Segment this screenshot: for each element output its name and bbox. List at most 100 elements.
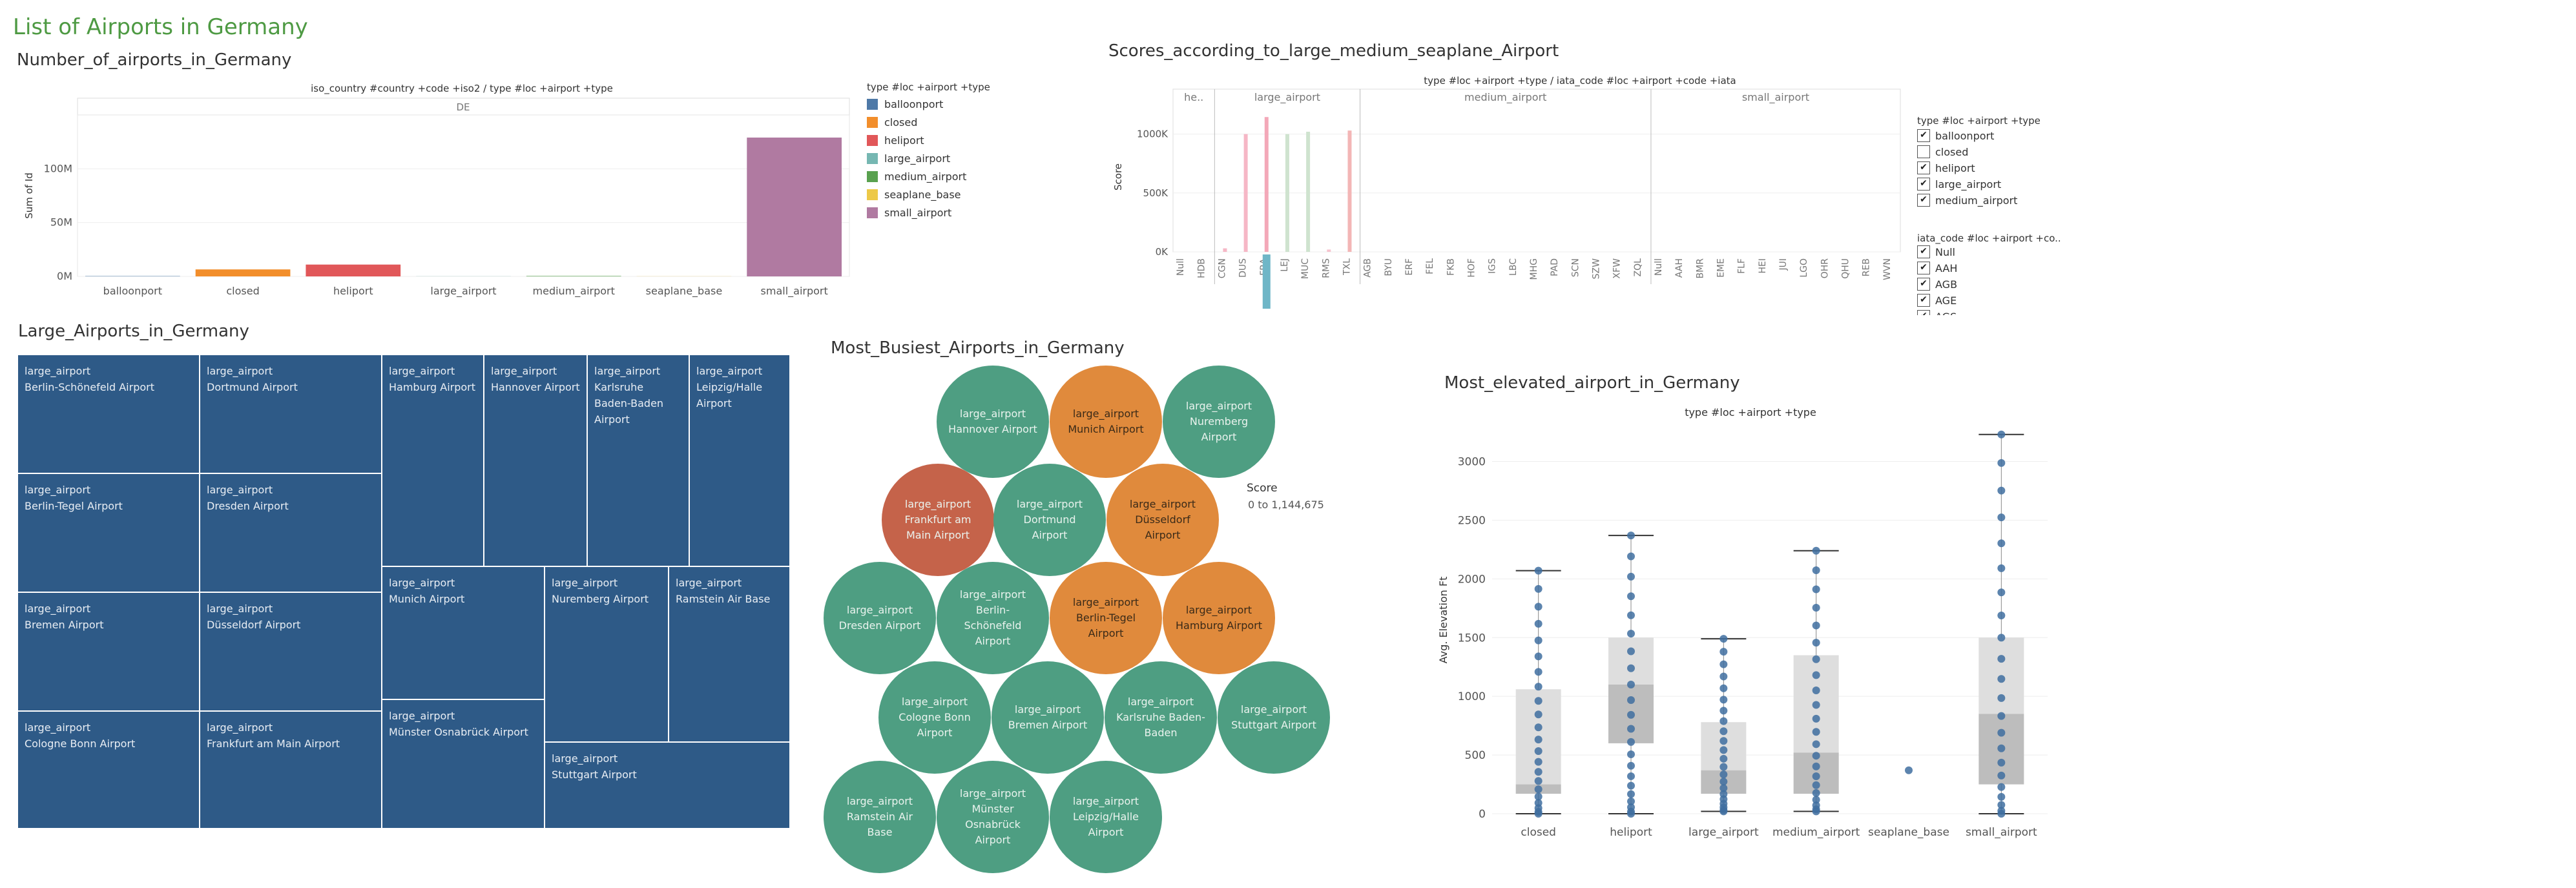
- treemap-cell-bremen-airport[interactable]: large_airport Bremen Airport: [18, 593, 200, 712]
- data-point: [1719, 778, 1728, 786]
- y-tick-label: 2000: [1458, 573, 1486, 586]
- treemap-cell-munich-airport[interactable]: large_airport Munich Airport: [382, 567, 545, 700]
- legend-item-heliport[interactable]: heliport: [867, 134, 924, 147]
- data-point: [1997, 513, 2006, 522]
- group-label-small-airport: small_airport: [1742, 91, 1809, 104]
- filter-item-age[interactable]: ✔ AGE: [1917, 294, 1957, 307]
- treemap-cell-hannover-airport[interactable]: large_airport Hannover Airport: [484, 355, 588, 567]
- bubble-m-nster-osnabr-ck-airport[interactable]: large_airport Münster Osnabrück Airport: [937, 761, 1049, 873]
- checkbox[interactable]: ✔: [1917, 278, 1930, 291]
- legend-item-seaplane-base[interactable]: seaplane_base: [867, 189, 961, 201]
- checkbox[interactable]: ✔: [1917, 294, 1930, 307]
- treemap-airport-label: Bremen Airport: [25, 619, 104, 631]
- scores-chart[interactable]: type #loc +airport +type / iata_code #lo…: [1108, 67, 1909, 313]
- bubble-munich-airport[interactable]: large_airport Munich Airport: [1050, 366, 1162, 478]
- checkbox[interactable]: ✔: [1917, 262, 1930, 274]
- treemap-cell-ramstein-air-base[interactable]: large_airport Ramstein Air Base: [669, 567, 791, 743]
- bubble-leipzig-halle-airport[interactable]: large_airport Leipzig/Halle Airport: [1050, 761, 1162, 873]
- data-point: [1997, 807, 2006, 815]
- treemap-cell-berlin-tegel-airport[interactable]: large_airport Berlin-Tegel Airport: [18, 474, 200, 593]
- filter-item-balloonport[interactable]: ✔ balloonport: [1917, 129, 1994, 142]
- filter-item-large-airport[interactable]: ✔ large_airport: [1917, 178, 2001, 191]
- elevation-box-plot[interactable]: type #loc +airport +type 0 500 1000 1500 2000…: [1428, 400, 2073, 865]
- treemap-cell-cologne-bonn-airport[interactable]: large_airport Cologne Bonn Airport: [18, 712, 200, 829]
- data-point: [1812, 639, 1820, 647]
- data-point: [1627, 738, 1635, 746]
- treemap-airport-label: Dortmund Airport: [207, 381, 298, 393]
- elevation-title: Most_elevated_airport_in_Germany: [1444, 373, 1740, 393]
- treemap-cell-berlin-sch-nefeld-airport[interactable]: large_airport Berlin-Schönefeld Airport: [18, 355, 200, 474]
- bubble-hamburg-airport[interactable]: large_airport Hamburg Airport: [1163, 562, 1275, 674]
- legend-item-medium-airport[interactable]: medium_airport: [867, 170, 966, 183]
- bubble-airport-label: Münster Osnabrück Airport: [965, 803, 1021, 846]
- legend-item-small-airport[interactable]: small_airport: [867, 207, 951, 219]
- treemap-cell-d-sseldorf-airport[interactable]: large_airport Düsseldorf Airport: [200, 593, 382, 712]
- checkbox[interactable]: ✔: [1917, 161, 1930, 174]
- score-bar-lej: [1285, 134, 1289, 252]
- treemap-cell-dortmund-airport[interactable]: large_airport Dortmund Airport: [200, 355, 382, 474]
- legend-item-closed[interactable]: closed: [867, 116, 917, 129]
- bubble-airport-label: Leipzig/Halle Airport: [1072, 811, 1139, 838]
- checkbox[interactable]: ✔: [1917, 245, 1930, 258]
- treemap-cell-frankfurt-am-main-airport[interactable]: large_airport Frankfurt am Main Airport: [200, 712, 382, 829]
- filter-label: AAH: [1935, 262, 1958, 274]
- checkbox[interactable]: [1917, 145, 1930, 158]
- legend-item-large-airport[interactable]: large_airport: [867, 152, 950, 165]
- filter-item-ags[interactable]: ✔ AGS: [1917, 310, 1957, 315]
- filter-item-medium-airport[interactable]: ✔ medium_airport: [1917, 194, 2017, 207]
- y-tick-label: 50M: [50, 216, 72, 229]
- treemap-cell-karlsruhe-baden-baden-airport[interactable]: large_airport Karlsruhe Baden-Baden Airpo…: [588, 355, 690, 567]
- filter-item-heliport[interactable]: ✔ heliport: [1917, 161, 1975, 174]
- treemap-cell-m-nster-osnabr-ck-airport[interactable]: large_airport Münster Osnabrück Airport: [382, 700, 545, 829]
- data-point: [1534, 799, 1542, 807]
- treemap-cell-hamburg-airport[interactable]: large_airport Hamburg Airport: [382, 355, 484, 567]
- legend-item-balloonport[interactable]: balloonport: [867, 98, 943, 110]
- checkbox[interactable]: ✔: [1917, 129, 1930, 142]
- data-point: [1997, 564, 2006, 572]
- data-point: [1627, 552, 1635, 561]
- large-airports-treemap: large_airport Berlin-Schönefeld Airport la…: [18, 355, 791, 829]
- checkbox[interactable]: ✔: [1917, 310, 1930, 315]
- data-point: [1997, 771, 2006, 780]
- checkbox[interactable]: ✔: [1917, 178, 1930, 191]
- bubble-stuttgart-airport[interactable]: large_airport Stuttgart Airport: [1218, 661, 1330, 774]
- bubble-dresden-airport[interactable]: large_airport Dresden Airport: [824, 562, 936, 674]
- bubble-d-sseldorf-airport[interactable]: large_airport Düsseldorf Airport: [1106, 464, 1219, 576]
- x-tick-null: Null: [1176, 258, 1186, 276]
- data-point: [1627, 710, 1635, 719]
- data-point: [1534, 777, 1542, 785]
- filter-item-null[interactable]: ✔ Null: [1917, 245, 1955, 258]
- x-tick-szw: SZW: [1592, 258, 1602, 279]
- x-tick-fkb: FKB: [1446, 258, 1456, 276]
- filter-item-agb[interactable]: ✔ AGB: [1917, 278, 1957, 291]
- treemap-cell-nuremberg-airport[interactable]: large_airport Nuremberg Airport: [545, 567, 669, 743]
- data-point: [1905, 766, 1913, 774]
- bubble-frankfurt-am-main-airport[interactable]: large_airport Frankfurt am Main Airport: [882, 464, 994, 576]
- bubble-karlsruhe-baden-baden[interactable]: large_airport Karlsruhe Baden-Baden: [1105, 661, 1217, 774]
- x-tick-cgn: CGN: [1217, 258, 1227, 278]
- data-point: [1719, 770, 1728, 779]
- scores-chart-title: Scores_according_to_large_medium_seaplan…: [1108, 41, 1559, 61]
- bubble-cologne-bonn-airport[interactable]: large_airport Cologne Bonn Airport: [878, 661, 991, 774]
- iata-filter-title: iata_code #loc +airport +co..: [1917, 232, 2061, 244]
- number-of-airports-chart[interactable]: iso_country #country +code +iso2 / type …: [13, 76, 853, 302]
- bubble-ramstein-air-base[interactable]: large_airport Ramstein Air Base: [824, 761, 936, 873]
- x-tick-wvn: WVN: [1882, 258, 1893, 280]
- treemap-type-label: large_airport: [491, 365, 557, 377]
- filter-item-aah[interactable]: ✔ AAH: [1917, 262, 1957, 274]
- bubble-hannover-airport[interactable]: large_airport Hannover Airport: [937, 366, 1049, 478]
- bubble-dortmund-airport[interactable]: large_airport Dortmund Airport: [993, 464, 1106, 576]
- treemap-cell-stuttgart-airport[interactable]: large_airport Stuttgart Airport: [545, 743, 791, 829]
- bubble-berlin-sch-nefeld-airport[interactable]: large_airport Berlin-Schönefeld Airport: [937, 562, 1049, 674]
- bubble-nuremberg-airport[interactable]: large_airport Nuremberg Airport: [1163, 366, 1275, 478]
- y-axis-label: Score: [1112, 163, 1124, 191]
- filter-item-closed[interactable]: closed: [1917, 145, 1968, 158]
- x-tick-muc: MUC: [1300, 258, 1311, 279]
- bubble-bremen-airport[interactable]: large_airport Bremen Airport: [992, 661, 1104, 774]
- treemap-cell-leipzig-halle-airport[interactable]: large_airport Leipzig/Halle Airport: [690, 355, 791, 567]
- y-tick-label: 3000: [1458, 456, 1486, 469]
- treemap-cell-dresden-airport[interactable]: large_airport Dresden Airport: [200, 474, 382, 593]
- bubble-berlin-tegel-airport[interactable]: large_airport Berlin-Tegel Airport: [1050, 562, 1162, 674]
- filter-label: closed: [1935, 145, 1969, 158]
- checkbox[interactable]: ✔: [1917, 194, 1930, 207]
